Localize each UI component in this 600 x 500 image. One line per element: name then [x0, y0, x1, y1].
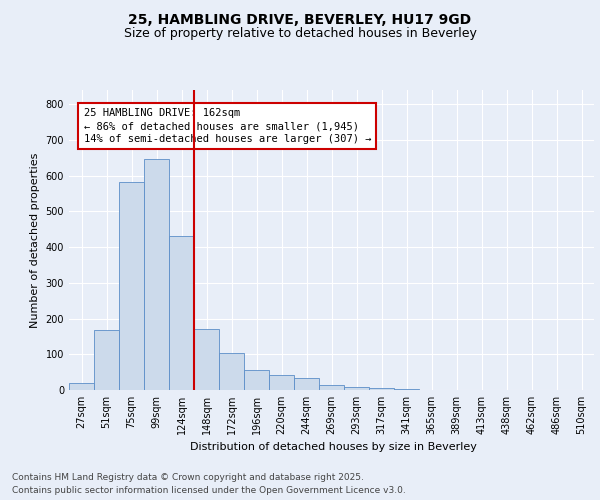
Bar: [219, 353, 244, 390]
Bar: [194, 328, 219, 390]
Bar: [294, 378, 319, 390]
Text: Distribution of detached houses by size in Beverley: Distribution of detached houses by size …: [190, 442, 476, 452]
Bar: [119, 182, 144, 390]
Bar: [144, 158, 169, 390]
Text: 25 HAMBLING DRIVE: 162sqm
← 86% of detached houses are smaller (1,945)
14% of se: 25 HAMBLING DRIVE: 162sqm ← 86% of detac…: [83, 108, 371, 144]
Y-axis label: Number of detached properties: Number of detached properties: [30, 152, 40, 328]
Bar: [344, 387, 369, 390]
Bar: [244, 370, 269, 390]
Bar: [69, 383, 94, 390]
Text: Contains HM Land Registry data © Crown copyright and database right 2025.: Contains HM Land Registry data © Crown c…: [12, 472, 364, 482]
Bar: [369, 388, 394, 390]
Bar: [94, 330, 119, 390]
Text: Size of property relative to detached houses in Beverley: Size of property relative to detached ho…: [124, 28, 476, 40]
Text: 25, HAMBLING DRIVE, BEVERLEY, HU17 9GD: 25, HAMBLING DRIVE, BEVERLEY, HU17 9GD: [128, 12, 472, 26]
Text: Contains public sector information licensed under the Open Government Licence v3: Contains public sector information licen…: [12, 486, 406, 495]
Bar: [169, 236, 194, 390]
Bar: [269, 375, 294, 390]
Bar: [319, 384, 344, 390]
